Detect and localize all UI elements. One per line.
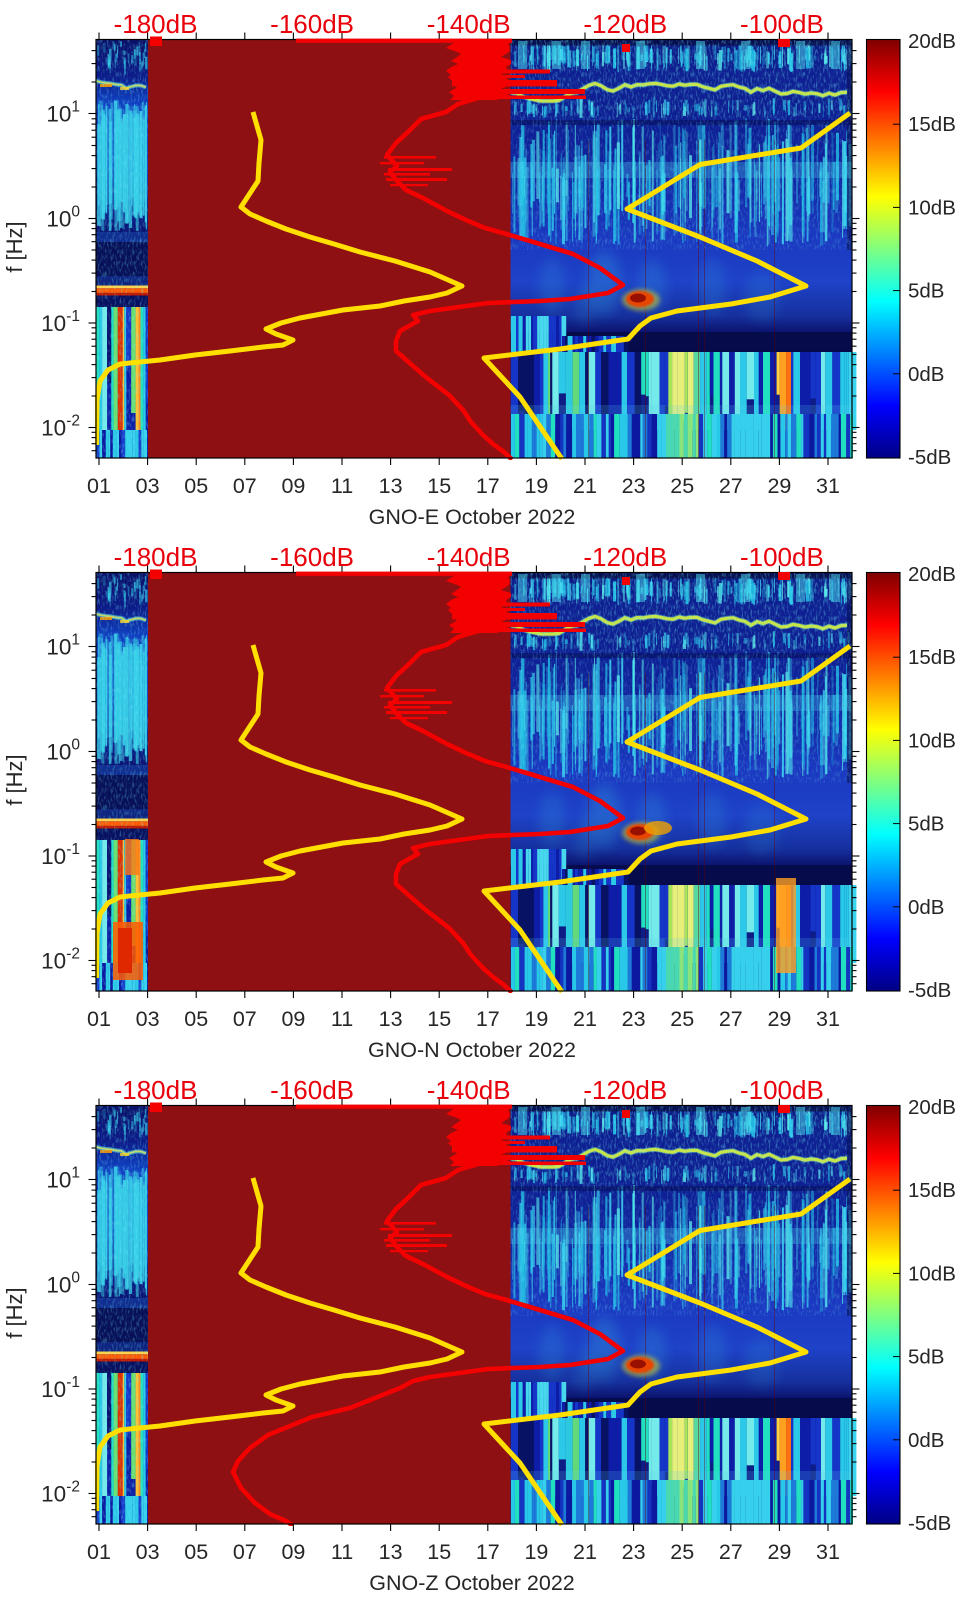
svg-text:09: 09 xyxy=(281,474,305,498)
svg-text:25: 25 xyxy=(670,1007,694,1031)
svg-text:-5dB: -5dB xyxy=(908,446,951,469)
svg-text:5dB: 5dB xyxy=(908,1346,944,1369)
svg-text:31: 31 xyxy=(816,1540,840,1564)
svg-text:100: 100 xyxy=(46,1270,80,1298)
svg-text:-100dB: -100dB xyxy=(740,1075,824,1105)
svg-text:-140dB: -140dB xyxy=(427,9,511,39)
svg-text:21: 21 xyxy=(573,1007,597,1031)
svg-text:15dB: 15dB xyxy=(908,113,956,136)
svg-text:f [Hz]: f [Hz] xyxy=(2,1287,27,1338)
svg-text:29: 29 xyxy=(767,474,791,498)
svg-text:100: 100 xyxy=(46,204,80,232)
svg-text:29: 29 xyxy=(767,1540,791,1564)
svg-text:05: 05 xyxy=(184,474,208,498)
svg-text:17: 17 xyxy=(476,474,500,498)
svg-text:27: 27 xyxy=(719,1007,743,1031)
svg-text:20dB: 20dB xyxy=(908,1096,956,1119)
svg-text:10dB: 10dB xyxy=(908,1262,956,1285)
svg-text:13: 13 xyxy=(379,474,403,498)
svg-text:11: 11 xyxy=(331,1007,353,1031)
svg-text:17: 17 xyxy=(476,1007,500,1031)
svg-text:23: 23 xyxy=(622,474,646,498)
svg-text:0dB: 0dB xyxy=(908,1429,944,1452)
svg-text:15dB: 15dB xyxy=(908,646,956,669)
svg-text:GNO-E October 2022: GNO-E October 2022 xyxy=(369,505,576,529)
svg-text:03: 03 xyxy=(136,1007,160,1031)
svg-text:13: 13 xyxy=(379,1007,403,1031)
svg-text:10dB: 10dB xyxy=(908,196,956,219)
svg-text:19: 19 xyxy=(524,1007,548,1031)
svg-text:21: 21 xyxy=(573,1540,597,1564)
svg-text:15: 15 xyxy=(427,1007,451,1031)
svg-text:20dB: 20dB xyxy=(908,30,956,53)
svg-text:21: 21 xyxy=(573,474,597,498)
svg-text:31: 31 xyxy=(816,474,840,498)
svg-text:25: 25 xyxy=(670,1540,694,1564)
svg-text:05: 05 xyxy=(184,1540,208,1564)
svg-text:-160dB: -160dB xyxy=(270,9,354,39)
svg-text:03: 03 xyxy=(136,1540,160,1564)
svg-text:-140dB: -140dB xyxy=(427,542,511,572)
svg-text:-160dB: -160dB xyxy=(270,1075,354,1105)
svg-text:31: 31 xyxy=(816,1007,840,1031)
svg-text:07: 07 xyxy=(233,1540,257,1564)
svg-text:19: 19 xyxy=(524,1540,548,1564)
svg-text:0dB: 0dB xyxy=(908,896,944,919)
svg-text:5dB: 5dB xyxy=(908,813,944,836)
svg-text:-120dB: -120dB xyxy=(583,542,667,572)
svg-text:19: 19 xyxy=(524,474,548,498)
svg-text:100: 100 xyxy=(46,737,80,765)
svg-text:-120dB: -120dB xyxy=(583,1075,667,1105)
svg-text:01: 01 xyxy=(87,474,111,498)
svg-text:-180dB: -180dB xyxy=(114,542,198,572)
svg-text:29: 29 xyxy=(767,1007,791,1031)
svg-text:GNO-N October 2022: GNO-N October 2022 xyxy=(368,1038,576,1062)
svg-text:09: 09 xyxy=(281,1540,305,1564)
svg-text:09: 09 xyxy=(281,1007,305,1031)
svg-text:01: 01 xyxy=(87,1007,111,1031)
svg-text:25: 25 xyxy=(670,474,694,498)
svg-text:10dB: 10dB xyxy=(908,729,956,752)
svg-text:11: 11 xyxy=(331,474,353,498)
svg-text:-5dB: -5dB xyxy=(908,1512,951,1535)
svg-text:27: 27 xyxy=(719,474,743,498)
svg-text:23: 23 xyxy=(622,1007,646,1031)
svg-text:0dB: 0dB xyxy=(908,363,944,386)
svg-text:GNO-Z October 2022: GNO-Z October 2022 xyxy=(369,1571,575,1595)
svg-text:15: 15 xyxy=(427,474,451,498)
svg-text:03: 03 xyxy=(136,474,160,498)
svg-text:17: 17 xyxy=(476,1540,500,1564)
svg-text:-140dB: -140dB xyxy=(427,1075,511,1105)
svg-text:07: 07 xyxy=(233,474,257,498)
svg-text:-120dB: -120dB xyxy=(583,9,667,39)
svg-text:15dB: 15dB xyxy=(908,1179,956,1202)
svg-text:-160dB: -160dB xyxy=(270,542,354,572)
svg-text:13: 13 xyxy=(379,1540,403,1564)
svg-text:20dB: 20dB xyxy=(908,563,956,586)
svg-text:27: 27 xyxy=(719,1540,743,1564)
svg-text:05: 05 xyxy=(184,1007,208,1031)
svg-text:f [Hz]: f [Hz] xyxy=(2,754,27,805)
svg-text:11: 11 xyxy=(331,1540,353,1564)
svg-text:10-1: 10-1 xyxy=(41,1374,80,1402)
svg-text:5dB: 5dB xyxy=(908,280,944,303)
svg-text:f [Hz]: f [Hz] xyxy=(2,221,27,272)
svg-text:07: 07 xyxy=(233,1007,257,1031)
svg-text:-100dB: -100dB xyxy=(740,9,824,39)
svg-text:-100dB: -100dB xyxy=(740,542,824,572)
svg-text:-5dB: -5dB xyxy=(908,979,951,1002)
svg-text:23: 23 xyxy=(622,1540,646,1564)
svg-text:-180dB: -180dB xyxy=(114,9,198,39)
svg-text:-180dB: -180dB xyxy=(114,1075,198,1105)
svg-text:01: 01 xyxy=(87,1540,111,1564)
svg-text:15: 15 xyxy=(427,1540,451,1564)
